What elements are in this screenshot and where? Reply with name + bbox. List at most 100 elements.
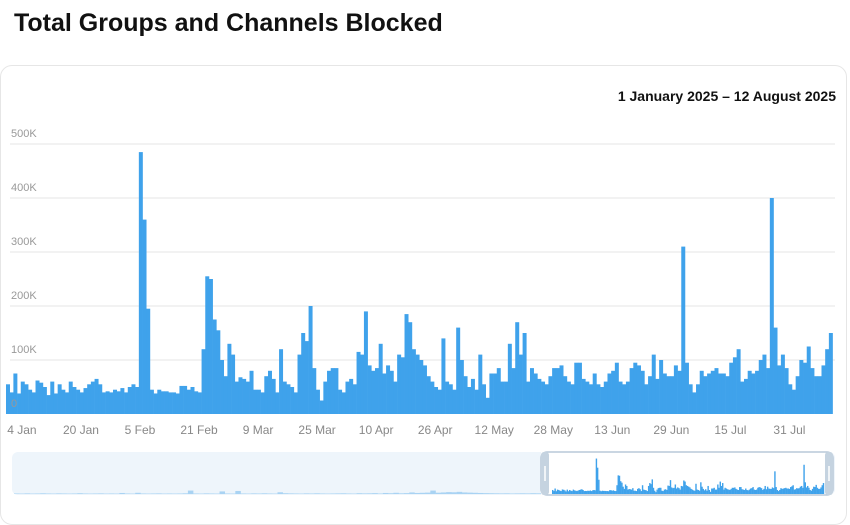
bar	[678, 371, 682, 414]
navigator-bar	[728, 490, 729, 494]
navigator-history-bar	[278, 492, 283, 494]
navigator-bar	[574, 490, 575, 494]
bar	[191, 387, 195, 414]
bar	[512, 368, 516, 414]
navigator-history-bar	[341, 493, 346, 494]
bar	[441, 338, 445, 414]
navigator-bar	[710, 492, 711, 494]
navigator-bar	[754, 490, 755, 494]
bar	[161, 391, 165, 414]
navigator-bar	[653, 488, 654, 494]
y-tick-label: 100K	[11, 344, 37, 356]
bar	[220, 360, 224, 414]
navigator-bar	[690, 489, 691, 494]
bar	[264, 376, 268, 414]
navigator-bar	[706, 491, 707, 494]
bar	[143, 220, 147, 414]
navigator-bar	[612, 491, 613, 494]
navigator-bar	[785, 488, 786, 494]
bar	[286, 384, 290, 414]
bar	[261, 392, 265, 414]
navigator-bar	[569, 490, 570, 494]
bar	[331, 368, 335, 414]
bar	[120, 388, 124, 414]
bar	[83, 388, 87, 414]
navigator-bar	[775, 487, 776, 494]
x-tick-label: 28 May	[534, 423, 573, 437]
navigator-history-bar	[372, 493, 377, 494]
navigator-history-bar	[409, 492, 414, 494]
bar	[379, 344, 383, 414]
navigator-bar	[644, 490, 645, 494]
navigator-bar	[731, 489, 732, 494]
bar	[792, 390, 796, 414]
bar	[279, 349, 283, 414]
navigator-history-bar	[40, 493, 45, 494]
bar	[464, 376, 468, 414]
navigator-bar	[643, 490, 644, 494]
bar	[272, 379, 276, 414]
navigator-bar	[552, 490, 553, 494]
navigator-bar	[698, 490, 699, 494]
bar	[227, 344, 231, 414]
bar	[257, 390, 261, 414]
bar	[807, 347, 811, 415]
navigator-bar	[659, 488, 660, 494]
navigator-bar	[625, 484, 626, 494]
navigator-bar	[562, 489, 563, 494]
bar	[515, 322, 519, 414]
navigator-history-bar	[357, 493, 362, 494]
bar	[799, 360, 803, 414]
navigator-bar	[711, 489, 712, 494]
bar	[6, 384, 10, 414]
bar	[604, 382, 608, 414]
navigator-bar	[563, 490, 564, 494]
bar	[552, 368, 556, 414]
navigator-bar	[805, 482, 806, 494]
navigator-history-bar	[156, 493, 161, 494]
navigator-history-bar	[436, 493, 441, 494]
navigator-bar	[741, 489, 742, 494]
navigator-history-bar	[478, 493, 483, 494]
navigator-bar	[818, 489, 819, 494]
navigator-bar	[669, 486, 670, 494]
navigator-history-bar	[288, 493, 293, 494]
navigator-history-bar	[457, 492, 462, 494]
navigator-history-bar	[183, 493, 188, 494]
bar	[589, 384, 593, 414]
navigator-history-bar	[256, 493, 261, 494]
bar	[242, 379, 246, 414]
bar	[238, 377, 242, 414]
navigator-bar	[788, 489, 789, 494]
navigator-bar	[630, 489, 631, 494]
navigator[interactable]	[12, 452, 835, 495]
navigator-history-bar	[320, 493, 325, 494]
bar	[729, 363, 733, 414]
y-tick-label: 500K	[11, 128, 37, 140]
bar	[416, 355, 420, 414]
navigator-bar	[799, 488, 800, 494]
bar	[353, 384, 357, 414]
bar	[548, 376, 552, 414]
navigator-bar	[801, 486, 802, 494]
bar	[788, 384, 792, 414]
navigator-bar	[813, 487, 814, 494]
bar	[58, 384, 62, 414]
navigator-history-bar	[536, 493, 541, 494]
bar	[61, 390, 65, 414]
navigator-history-bar	[235, 491, 240, 494]
navigator-bar	[676, 489, 677, 494]
navigator-history-bar	[109, 493, 114, 494]
bar	[574, 363, 578, 414]
bar	[582, 379, 586, 414]
bar	[21, 382, 25, 414]
navigator-bar	[603, 491, 604, 494]
bar	[607, 374, 611, 415]
navigator-bar	[806, 487, 807, 494]
navigator-bar	[602, 491, 603, 494]
navigator-bar	[588, 491, 589, 494]
navigator-bar	[738, 490, 739, 494]
navigator-bar	[768, 489, 769, 494]
bar	[733, 357, 737, 414]
